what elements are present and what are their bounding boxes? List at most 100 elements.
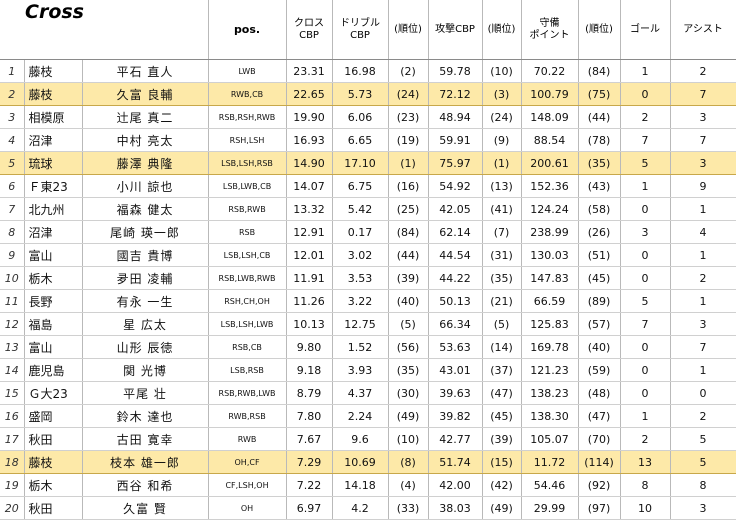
player-name: 関 光博: [82, 358, 209, 382]
table-row: 8 沼津 尾崎 瑛一郎 RSB 12.91 0.17 (84) 62.14 (7) 238.99(…: [0, 220, 736, 244]
defense-point: 66.59: [521, 289, 579, 313]
defense-point: 238.99: [521, 220, 579, 244]
defense-rank: (51): [578, 243, 621, 267]
defense-rank: (35): [578, 151, 621, 175]
position: RWB,RSB: [208, 404, 287, 428]
row-number: 9: [0, 243, 25, 267]
position: RSH,LSH: [208, 128, 287, 152]
table-row: 2 藤枝 久富 良輔 RWB,CB 22.65 5.73 (24) 72.12 (3) 100.7…: [0, 82, 736, 106]
dribble-cbp: 5.42: [332, 197, 389, 221]
team-name: 沼津: [24, 220, 83, 244]
goal-count: 13: [620, 450, 671, 474]
attack-cbp: 38.03: [428, 496, 483, 520]
header-dribble-cbp: ドリブル CBP: [332, 0, 389, 60]
dribble-rank: (2): [388, 59, 429, 83]
goal-count: 0: [620, 197, 671, 221]
header-rank-3: (順位): [578, 0, 621, 60]
header-goal: ゴール: [620, 0, 671, 60]
goal-count: 2: [620, 105, 671, 129]
assist-count: 3: [670, 496, 736, 520]
position: LSB,RSB: [208, 358, 287, 382]
attack-rank: (1): [482, 151, 522, 175]
table-row: 14 鹿児島関 光博 LSB,RSB 9.18 3.93 (35) 43.01 (37) 121…: [0, 358, 736, 382]
attack-rank: (24): [482, 105, 522, 129]
attack-rank: (35): [482, 266, 522, 290]
team-name: 秋田: [24, 427, 83, 451]
dribble-rank: (8): [388, 450, 429, 474]
table-row: 16 盛岡 鈴木 達也 RWB,RSB 7.80 2.24 (49) 39.82 (45) 138…: [0, 404, 736, 428]
player-name: 尾崎 瑛一郎: [82, 220, 209, 244]
position: LSB,LSH,LWB: [208, 312, 287, 336]
table-row: 4 沼津 中村 亮太 RSH,LSH 16.93 6.65 (19) 59.91 (9) 88.5…: [0, 128, 736, 152]
table-row: 1 藤枝 平石 直人 LWB 23.31 16.98 (2) 59.78 (10) 70.22 (8…: [0, 59, 736, 83]
table-row: 18 藤枝 枝本 雄一郎 OH,CF 7.29 10.69 (8) 51.74 (15) 11.7…: [0, 450, 736, 474]
assist-count: 1: [670, 197, 736, 221]
position: RWB: [208, 427, 287, 451]
attack-rank: (5): [482, 312, 522, 336]
dribble-rank: (56): [388, 335, 429, 359]
defense-point: 70.22: [521, 59, 579, 83]
team-name: 琉球: [24, 151, 83, 175]
player-name: 福森 健太: [82, 197, 209, 221]
player-name: 久富 良輔: [82, 82, 209, 106]
table-row: 5 琉球 藤澤 典隆 LSB,LSH,RSB 14.90 17.10 (1) 75.97 (1)…: [0, 151, 736, 175]
player-name: 星 広太: [82, 312, 209, 336]
dribble-cbp: 6.65: [332, 128, 389, 152]
assist-count: 1: [670, 243, 736, 267]
goal-count: 2: [620, 427, 671, 451]
attack-rank: (47): [482, 381, 522, 405]
table-row: 17 秋田 古田 寛幸 RWB 7.67 9.6 (10) 42.77 (39) 105.07 (7…: [0, 427, 736, 451]
row-number: 12: [0, 312, 25, 336]
goal-count: 0: [620, 381, 671, 405]
position: RWB,CB: [208, 82, 287, 106]
assist-count: 7: [670, 335, 736, 359]
defense-rank: (40): [578, 335, 621, 359]
defense-point: 200.61: [521, 151, 579, 175]
goal-count: 8: [620, 473, 671, 497]
cross-cbp: 7.80: [286, 404, 333, 428]
dribble-cbp: 12.75: [332, 312, 389, 336]
team-name: 相模原: [24, 105, 83, 129]
attack-cbp: 42.00: [428, 473, 483, 497]
team-name: 藤枝: [24, 82, 83, 106]
defense-point: 138.30: [521, 404, 579, 428]
defense-point: 148.09: [521, 105, 579, 129]
defense-point: 100.79: [521, 82, 579, 106]
assist-count: 7: [670, 82, 736, 106]
header-rank-1: (順位): [388, 0, 429, 60]
row-number: 11: [0, 289, 25, 313]
assist-count: 2: [670, 266, 736, 290]
defense-rank: (48): [578, 381, 621, 405]
dribble-cbp: 1.52: [332, 335, 389, 359]
row-number: 3: [0, 105, 25, 129]
position: RSB,RWB,LWB: [208, 381, 287, 405]
table-row: 11 長野 有永 一生 RSH,CH,OH 11.26 3.22 (40) 50.13 (21)…: [0, 289, 736, 313]
table-row: 19 栃木 西谷 和希 CF,LSH,OH 7.22 14.18 (4) 42.00 (42) 5…: [0, 473, 736, 497]
dribble-rank: (16): [388, 174, 429, 198]
assist-count: 2: [670, 59, 736, 83]
cross-cbp: 13.32: [286, 197, 333, 221]
row-number: 14: [0, 358, 25, 382]
row-number: 4: [0, 128, 25, 152]
team-name: 藤枝: [24, 450, 83, 474]
header-defense-point: 守備 ポイント: [521, 0, 579, 60]
attack-cbp: 59.78: [428, 59, 483, 83]
attack-cbp: 48.94: [428, 105, 483, 129]
dribble-rank: (25): [388, 197, 429, 221]
attack-cbp: 59.91: [428, 128, 483, 152]
dribble-rank: (33): [388, 496, 429, 520]
attack-cbp: 42.05: [428, 197, 483, 221]
cross-cbp: 8.79: [286, 381, 333, 405]
goal-count: 5: [620, 289, 671, 313]
header-attack-cbp: 攻撃CBP: [428, 0, 483, 60]
team-name: 栃木: [24, 266, 83, 290]
dribble-rank: (5): [388, 312, 429, 336]
player-name: 枝本 雄一郎: [82, 450, 209, 474]
assist-count: 9: [670, 174, 736, 198]
position: RSB,RWB: [208, 197, 287, 221]
position: RSB,CB: [208, 335, 287, 359]
defense-rank: (58): [578, 197, 621, 221]
goal-count: 0: [620, 243, 671, 267]
goal-count: 5: [620, 151, 671, 175]
